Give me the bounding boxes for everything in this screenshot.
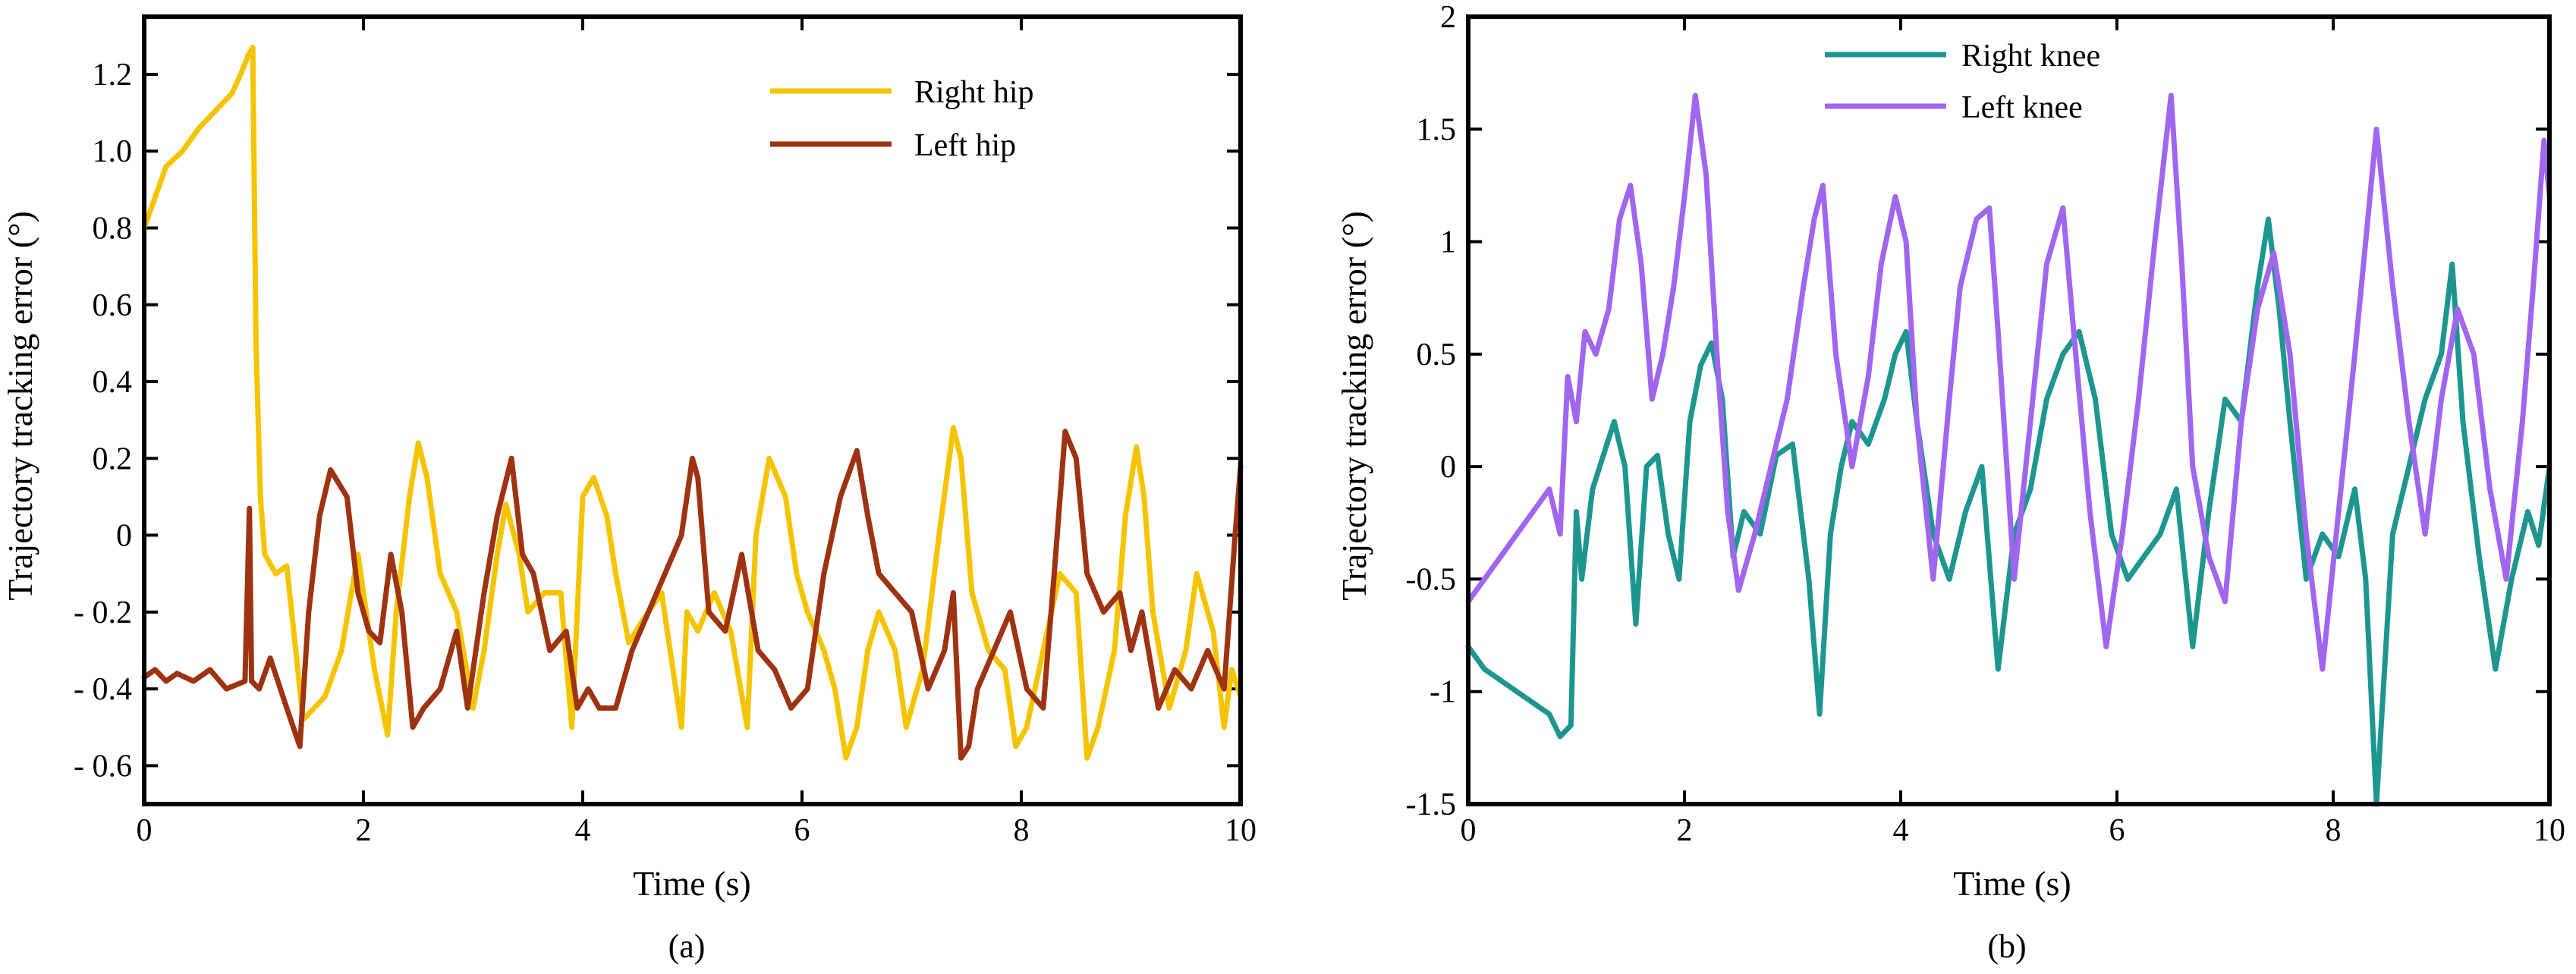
x-tick-label: 10 [1225, 813, 1257, 848]
x-tick-label: 4 [575, 813, 591, 848]
series-line-right-hip [141, 45, 1244, 761]
x-tick-label: 10 [2534, 813, 2565, 848]
legend-label-left-knee: Left knee [1961, 90, 2083, 125]
chart-panel-a: Trajectory tracking error (°) 0 2 4 6 8 10 1.2… [1, 14, 1257, 965]
y-tick-label: -1.5 [1406, 787, 1457, 822]
y-tick-label: 0 [116, 519, 132, 554]
legend-label-left-hip: Left hip [914, 128, 1016, 163]
y-tick-label: -0.5 [1406, 562, 1457, 597]
chart-a-caption: (a) [668, 928, 706, 965]
y-tick-label: -1 [1430, 675, 1456, 710]
legend-label-right-hip: Right hip [914, 75, 1034, 110]
chart-b-legend: Right knee Left knee [1825, 39, 2100, 125]
x-tick-label: 6 [2109, 813, 2125, 848]
chart-b-plot-frame [1466, 14, 2552, 806]
series-line-left-hip [141, 429, 1244, 761]
y-tick-label: 0.4 [93, 365, 133, 400]
y-tick-label: 0.5 [1417, 338, 1457, 372]
y-tick-label: 0.6 [93, 288, 133, 323]
x-tick-label: 8 [1014, 813, 1030, 848]
chart-a-series [141, 45, 1244, 761]
chart-b-ticks: 0 2 4 6 8 10 2 1.5 1 0.5 0 -0.5 -1 -1.5 [1406, 0, 2566, 848]
y-tick-label: - 0.6 [74, 749, 132, 784]
y-tick-label: 1.2 [93, 58, 133, 93]
y-tick-label: - 0.2 [74, 595, 132, 630]
chart-a-ticks: 0 2 4 6 8 10 1.2 1.0 0.8 0.6 0.4 0.2 0 - 0.2 - 0.4 - 0.… [74, 17, 1257, 848]
legend-label-right-knee: Right knee [1961, 39, 2100, 74]
chart-a-ylabel: Trajectory tracking error (°) [1, 211, 39, 601]
x-tick-label: 0 [137, 813, 153, 848]
chart-b-ylabel: Trajectory tracking error (°) [1335, 211, 1373, 601]
y-tick-label: 1 [1440, 225, 1456, 260]
y-tick-label: 0.2 [93, 441, 133, 476]
chart-panel-b: Trajectory tracking error (°) 0 2 4 6 8 1021.… [1335, 0, 2565, 965]
y-tick-label: 0 [1440, 450, 1456, 485]
y-tick-label: 1.0 [93, 134, 133, 169]
x-tick-label: 2 [1677, 813, 1693, 848]
chart-b-caption: (b) [1987, 928, 2026, 965]
chart-a-plot-frame [142, 14, 1243, 806]
x-tick-label: 6 [794, 813, 810, 848]
series-line-right-knee [1465, 216, 2552, 807]
x-tick-label: 2 [356, 813, 372, 848]
chart-a-xlabel: Time (s) [633, 864, 751, 903]
chart-b-series [1465, 93, 2552, 807]
chart-b-xlabel: Time (s) [1953, 864, 2071, 903]
series-line-left-knee [1465, 93, 2552, 672]
x-tick-label: 4 [1893, 813, 1909, 848]
y-tick-label: 2 [1440, 0, 1456, 35]
chart-a-legend: Right hip Left hip [770, 75, 1034, 163]
y-tick-label: 1.5 [1417, 112, 1457, 147]
x-tick-label: 0 [1461, 813, 1477, 848]
y-tick-label: 0.8 [93, 211, 133, 246]
x-tick-label: 8 [2326, 813, 2342, 848]
y-tick-label: - 0.4 [74, 672, 132, 707]
